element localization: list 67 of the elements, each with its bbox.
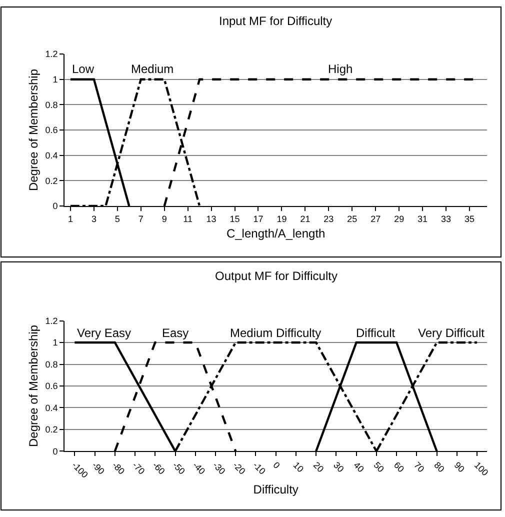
x-tick-label: 1 bbox=[68, 214, 73, 224]
y-tick-label: 0.4 bbox=[45, 150, 58, 161]
x-tick-label: 19 bbox=[276, 214, 287, 224]
x-tick-label: 23 bbox=[324, 214, 334, 224]
x-tick-label: -20 bbox=[231, 460, 248, 476]
x-tick-label: 21 bbox=[300, 214, 310, 224]
y-tick-label: 0.2 bbox=[45, 176, 58, 186]
series-label: Very Easy bbox=[77, 326, 132, 340]
series-label: High bbox=[328, 62, 353, 76]
x-tick-label: 9 bbox=[162, 214, 167, 224]
x-tick-label: 70 bbox=[412, 460, 426, 474]
x-tick-label: 25 bbox=[347, 214, 358, 224]
y-tick-label: 1.2 bbox=[45, 49, 58, 60]
x-tick-label: -10 bbox=[251, 460, 268, 476]
x-tick-label: 40 bbox=[352, 460, 366, 474]
y-tick-label: 0.2 bbox=[45, 424, 58, 435]
x-tick-label: -80 bbox=[110, 460, 127, 476]
x-tick-label: -40 bbox=[190, 460, 208, 476]
series-label: Medium bbox=[131, 62, 174, 76]
x-tick-label: 13 bbox=[206, 214, 216, 224]
x-tick-label: 5 bbox=[114, 214, 120, 224]
y-tick-label: 0 bbox=[52, 446, 58, 456]
x-tick-label: -50 bbox=[170, 460, 187, 476]
y-tick-label: 0.8 bbox=[45, 359, 58, 370]
x-axis-title: C_length/A_length bbox=[226, 226, 326, 241]
y-tick-label: 0.8 bbox=[45, 100, 58, 110]
x-tick-label: 31 bbox=[418, 214, 428, 224]
x-tick-label: 50 bbox=[372, 460, 386, 474]
x-axis-title: Difficulty bbox=[253, 482, 298, 497]
series-label: Easy bbox=[162, 326, 189, 340]
x-tick-label: 11 bbox=[183, 214, 193, 224]
series-label: Low bbox=[72, 62, 94, 76]
chart-title: Input MF for Difficulty bbox=[219, 14, 332, 28]
x-tick-label: 60 bbox=[392, 460, 406, 474]
y-tick-label: 0.6 bbox=[45, 381, 58, 392]
x-tick-label: 29 bbox=[394, 214, 404, 224]
x-tick-label: 30 bbox=[332, 460, 346, 474]
x-tick-label: 90 bbox=[452, 460, 466, 474]
x-tick-label: 20 bbox=[311, 460, 326, 474]
x-tick-label: 3 bbox=[91, 214, 96, 224]
x-tick-label: 7 bbox=[138, 214, 144, 224]
y-tick-label: 1 bbox=[52, 338, 58, 348]
x-tick-label: 35 bbox=[464, 214, 474, 224]
series-label: Difficult bbox=[356, 326, 396, 340]
x-tick-label: 10 bbox=[291, 460, 306, 474]
series-label: Very Difficult bbox=[418, 326, 486, 340]
x-tick-label: 15 bbox=[230, 214, 240, 224]
x-tick-label: -70 bbox=[130, 460, 147, 476]
x-tick-label: 100 bbox=[472, 460, 490, 478]
x-tick-label: 33 bbox=[441, 214, 452, 224]
chart-title: Output MF for Difficulty bbox=[215, 269, 338, 283]
x-tick-label: -30 bbox=[210, 460, 228, 476]
x-tick-label: -100 bbox=[70, 460, 90, 480]
y-axis-title: Degree of Membership bbox=[26, 68, 41, 192]
y-tick-label: 1 bbox=[52, 74, 58, 85]
y-tick-label: 1.2 bbox=[45, 316, 58, 326]
y-tick-label: 0.6 bbox=[45, 125, 58, 136]
x-tick-label: 0 bbox=[271, 460, 282, 471]
series-label: Medium Difficulty bbox=[230, 326, 322, 340]
x-tick-label: -90 bbox=[90, 460, 106, 476]
y-tick-label: 0 bbox=[52, 201, 58, 212]
x-tick-label: 27 bbox=[370, 214, 381, 224]
x-tick-label: 17 bbox=[253, 214, 264, 224]
x-tick-label: 80 bbox=[432, 460, 446, 474]
y-axis-title: Degree of Membership bbox=[26, 324, 41, 448]
y-tick-label: 0.4 bbox=[45, 402, 58, 413]
x-tick-label: -60 bbox=[150, 460, 167, 476]
